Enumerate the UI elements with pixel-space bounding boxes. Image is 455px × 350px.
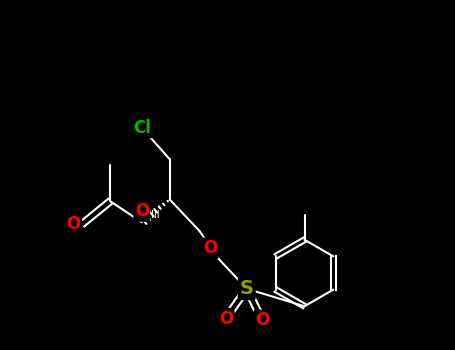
Text: O: O bbox=[66, 215, 81, 233]
Text: III: III bbox=[151, 210, 159, 220]
Text: O: O bbox=[135, 203, 149, 220]
Text: S: S bbox=[240, 279, 254, 298]
Text: O: O bbox=[255, 311, 270, 329]
Text: O: O bbox=[218, 309, 233, 328]
Text: O: O bbox=[203, 239, 217, 257]
Text: Cl: Cl bbox=[133, 119, 151, 137]
